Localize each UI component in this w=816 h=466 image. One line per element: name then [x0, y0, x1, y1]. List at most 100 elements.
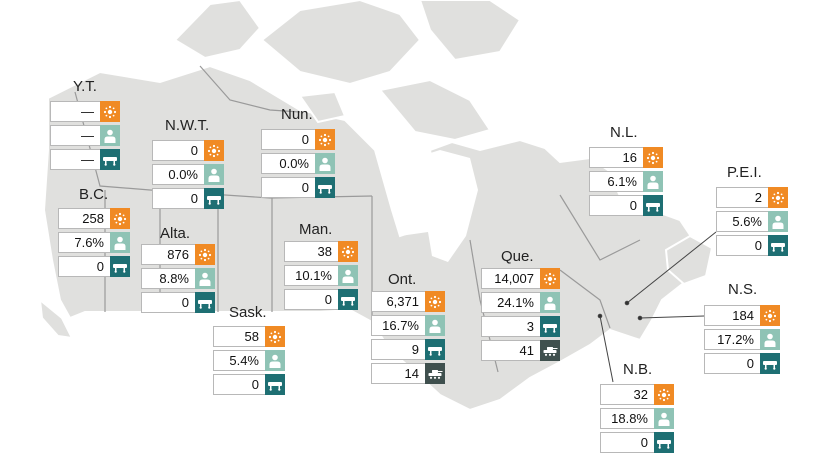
stat-row-share: 7.6%	[58, 232, 130, 253]
tank-icon	[540, 340, 560, 361]
stretcher-icon	[338, 289, 358, 310]
stat-row-deaths: 0	[213, 374, 285, 395]
person-icon	[265, 350, 285, 371]
stat-row-deaths: 0	[58, 256, 130, 277]
stat-row-share: 5.6%	[716, 211, 788, 232]
person-icon	[204, 164, 224, 185]
share-value: —	[50, 125, 100, 146]
stretcher-icon	[110, 256, 130, 277]
stat-row-share: 16.7%	[371, 315, 445, 336]
stat-row-cases: 876	[141, 244, 215, 265]
stat-row-cases: 38	[284, 241, 358, 262]
deaths-value: 0	[704, 353, 760, 374]
share-value: 8.8%	[141, 268, 195, 289]
province-label: Man.	[299, 221, 333, 238]
province-label: Que.	[501, 248, 534, 265]
province-label: N.S.	[728, 281, 758, 298]
virus-icon	[110, 208, 130, 229]
person-icon	[654, 408, 674, 429]
stretcher-icon	[540, 316, 560, 337]
cases-value: 16	[589, 147, 643, 168]
hudson-bay-shape	[392, 150, 478, 262]
stat-row-cases: 0	[152, 140, 224, 161]
stat-row-cases: 32	[600, 384, 674, 405]
province-label: Alta.	[160, 225, 191, 242]
virus-icon	[760, 305, 780, 326]
stretcher-icon	[643, 195, 663, 216]
cases-value: 32	[600, 384, 654, 405]
person-icon	[110, 232, 130, 253]
person-icon	[100, 125, 120, 146]
share-value: 16.7%	[371, 315, 425, 336]
stat-row-cases: 184	[704, 305, 780, 326]
deaths-value: 0	[589, 195, 643, 216]
stat-row-cases: 258	[58, 208, 130, 229]
virus-icon	[654, 384, 674, 405]
share-value: 7.6%	[58, 232, 110, 253]
stat-row-deaths: 0	[152, 188, 224, 209]
stat-row-cases: 58	[213, 326, 285, 347]
virus-icon	[338, 241, 358, 262]
share-value: 17.2%	[704, 329, 760, 350]
province-label: N.W.T.	[165, 117, 210, 134]
tank-icon	[425, 363, 445, 384]
stretcher-icon	[100, 149, 120, 170]
vancouver-island-shape	[38, 297, 74, 340]
stat-row-deaths: 0	[261, 177, 335, 198]
stat-row-cases: 16	[589, 147, 663, 168]
province-label: Ont.	[388, 271, 417, 288]
virus-icon	[768, 187, 788, 208]
virus-icon	[265, 326, 285, 347]
stat-row-share: 24.1%	[481, 292, 560, 313]
deaths-value: 0	[141, 292, 195, 313]
stat-row-cases: 2	[716, 187, 788, 208]
share-value: 0.0%	[152, 164, 204, 185]
province-label: Sask.	[229, 304, 267, 321]
share-value: 5.4%	[213, 350, 265, 371]
stretcher-icon	[265, 374, 285, 395]
person-icon	[195, 268, 215, 289]
stat-row-deaths: 0	[589, 195, 663, 216]
person-icon	[540, 292, 560, 313]
cases-value: 876	[141, 244, 195, 265]
share-value: 18.8%	[600, 408, 654, 429]
stat-row-share: 8.8%	[141, 268, 215, 289]
share-value: 24.1%	[481, 292, 540, 313]
province-label: N.B.	[623, 361, 653, 378]
deaths-value: 0	[58, 256, 110, 277]
stat-row-cases: 0	[261, 129, 335, 150]
stretcher-icon	[760, 353, 780, 374]
stat-row-military: 41	[481, 340, 560, 361]
arctic-island-shape	[260, 0, 422, 86]
person-icon	[643, 171, 663, 192]
military-value: 41	[481, 340, 540, 361]
deaths-value: 0	[213, 374, 265, 395]
deaths-value: 3	[481, 316, 540, 337]
arctic-island-shape	[298, 90, 347, 124]
share-value: 5.6%	[716, 211, 768, 232]
stat-row-deaths: 0	[284, 289, 358, 310]
arctic-island-shape	[418, 0, 522, 62]
stat-row-deaths: 0	[600, 432, 674, 453]
cases-value: 258	[58, 208, 110, 229]
deaths-value: 0	[716, 235, 768, 256]
stretcher-icon	[315, 177, 335, 198]
share-value: 6.1%	[589, 171, 643, 192]
stat-row-deaths: 9	[371, 339, 445, 360]
cases-value: —	[50, 101, 100, 122]
deaths-value: 0	[261, 177, 315, 198]
stat-row-military: 14	[371, 363, 445, 384]
arctic-island-shape	[173, 0, 262, 60]
stat-row-share: 0.0%	[152, 164, 224, 185]
person-icon	[338, 265, 358, 286]
stat-row-share: 5.4%	[213, 350, 285, 371]
stat-row-deaths: 0	[716, 235, 788, 256]
stat-row-share: —	[50, 125, 120, 146]
virus-icon	[315, 129, 335, 150]
stat-row-share: 18.8%	[600, 408, 674, 429]
leader-lines	[597, 231, 717, 383]
cases-value: 38	[284, 241, 338, 262]
cases-value: 0	[261, 129, 315, 150]
stat-row-cases: —	[50, 101, 120, 122]
